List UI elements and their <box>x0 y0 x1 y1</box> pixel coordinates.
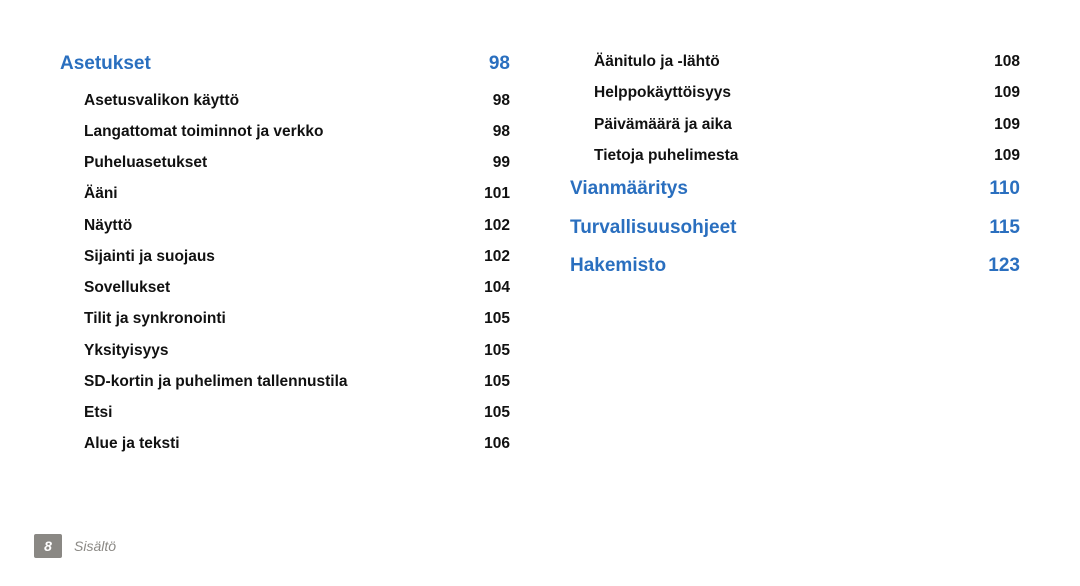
toc-entry-page: 109 <box>990 144 1020 167</box>
toc-entry-label: Ääni <box>84 182 122 205</box>
toc-sub-entry[interactable]: Äänitulo ja -lähtö 108 <box>570 50 1020 73</box>
toc-sub-entry[interactable]: Päivämäärä ja aika 109 <box>570 113 1020 136</box>
toc-entry-label: Sovellukset <box>84 276 174 299</box>
toc-entry-page: 115 <box>984 214 1020 243</box>
toc-entry-page: 106 <box>480 432 510 455</box>
toc-entry-label: Tilit ja synkronointi <box>84 307 230 330</box>
toc-entry-page: 101 <box>480 182 510 205</box>
toc-sub-entry[interactable]: Tietoja puhelimesta 109 <box>570 144 1020 167</box>
toc-entry-page: 110 <box>984 175 1020 204</box>
footer-section-label: Sisältö <box>74 538 116 554</box>
toc-entry-label: Alue ja teksti <box>84 432 184 455</box>
toc-entry-label: Äänitulo ja -lähtö <box>594 50 724 73</box>
toc-sub-entry[interactable]: Yksityisyys 105 <box>60 339 510 362</box>
toc-entry-label: Asetukset <box>60 50 156 79</box>
toc-sub-entry[interactable]: Puheluasetukset 99 <box>60 151 510 174</box>
toc-entry-page: 99 <box>488 151 510 174</box>
toc-sub-entry[interactable]: SD-kortin ja puhelimen tallennustila 105 <box>60 370 510 393</box>
toc-entry-page: 98 <box>488 89 510 112</box>
toc-entry-label: Vianmääritys <box>570 175 693 204</box>
toc-entry-page: 98 <box>484 50 510 79</box>
toc-columns: Asetukset 98Asetusvalikon käyttö 98Langa… <box>60 50 1020 464</box>
toc-entry-page: 123 <box>983 252 1020 281</box>
toc-entry-label: SD-kortin ja puhelimen tallennustila <box>84 370 352 393</box>
toc-sub-entry[interactable]: Helppokäyttöisyys 109 <box>570 81 1020 104</box>
toc-entry-page: 102 <box>480 214 510 237</box>
toc-page: Asetukset 98Asetusvalikon käyttö 98Langa… <box>0 0 1080 586</box>
toc-sub-entry[interactable]: Langattomat toiminnot ja verkko 98 <box>60 120 510 143</box>
toc-entry-label: Päivämäärä ja aika <box>594 113 736 136</box>
toc-entry-label: Langattomat toiminnot ja verkko <box>84 120 328 143</box>
toc-entry-page: 108 <box>990 50 1020 73</box>
toc-sub-entry[interactable]: Sovellukset 104 <box>60 276 510 299</box>
toc-entry-page: 105 <box>480 370 510 393</box>
toc-section-entry[interactable]: Asetukset 98 <box>60 50 510 79</box>
toc-entry-page: 105 <box>480 307 510 330</box>
toc-entry-label: Helppokäyttöisyys <box>594 81 735 104</box>
page-footer: 8 Sisältö <box>34 534 116 558</box>
toc-section-entry[interactable]: Vianmääritys 110 <box>570 175 1020 204</box>
toc-sub-entry[interactable]: Sijainti ja suojaus 102 <box>60 245 510 268</box>
toc-entry-label: Yksityisyys <box>84 339 173 362</box>
toc-entry-page: 102 <box>480 245 510 268</box>
toc-sub-entry[interactable]: Alue ja teksti 106 <box>60 432 510 455</box>
toc-section-entry[interactable]: Turvallisuusohjeet 115 <box>570 214 1020 243</box>
toc-sub-entry[interactable]: Etsi 105 <box>60 401 510 424</box>
toc-column-left: Asetukset 98Asetusvalikon käyttö 98Langa… <box>60 50 510 464</box>
toc-sub-entry[interactable]: Näyttö 102 <box>60 214 510 237</box>
toc-sub-entry[interactable]: Ääni 101 <box>60 182 510 205</box>
toc-entry-label: Näyttö <box>84 214 137 237</box>
toc-entry-page: 105 <box>480 401 510 424</box>
toc-entry-page: 104 <box>480 276 510 299</box>
toc-sub-entry[interactable]: Tilit ja synkronointi 105 <box>60 307 510 330</box>
toc-entry-label: Puheluasetukset <box>84 151 212 174</box>
toc-section-entry[interactable]: Hakemisto 123 <box>570 252 1020 281</box>
toc-entry-label: Tietoja puhelimesta <box>594 144 743 167</box>
toc-entry-page: 109 <box>990 81 1020 104</box>
toc-entry-page: 105 <box>480 339 510 362</box>
toc-sub-entry[interactable]: Asetusvalikon käyttö 98 <box>60 89 510 112</box>
toc-column-right: Äänitulo ja -lähtö 108 Helppokäyttöisyys … <box>570 50 1020 464</box>
toc-entry-page: 98 <box>488 120 510 143</box>
toc-entry-label: Etsi <box>84 401 117 424</box>
footer-page-number: 8 <box>34 534 62 558</box>
toc-entry-label: Asetusvalikon käyttö <box>84 89 243 112</box>
toc-entry-label: Sijainti ja suojaus <box>84 245 219 268</box>
toc-entry-page: 109 <box>990 113 1020 136</box>
toc-entry-label: Turvallisuusohjeet <box>570 214 742 243</box>
toc-entry-label: Hakemisto <box>570 252 671 281</box>
